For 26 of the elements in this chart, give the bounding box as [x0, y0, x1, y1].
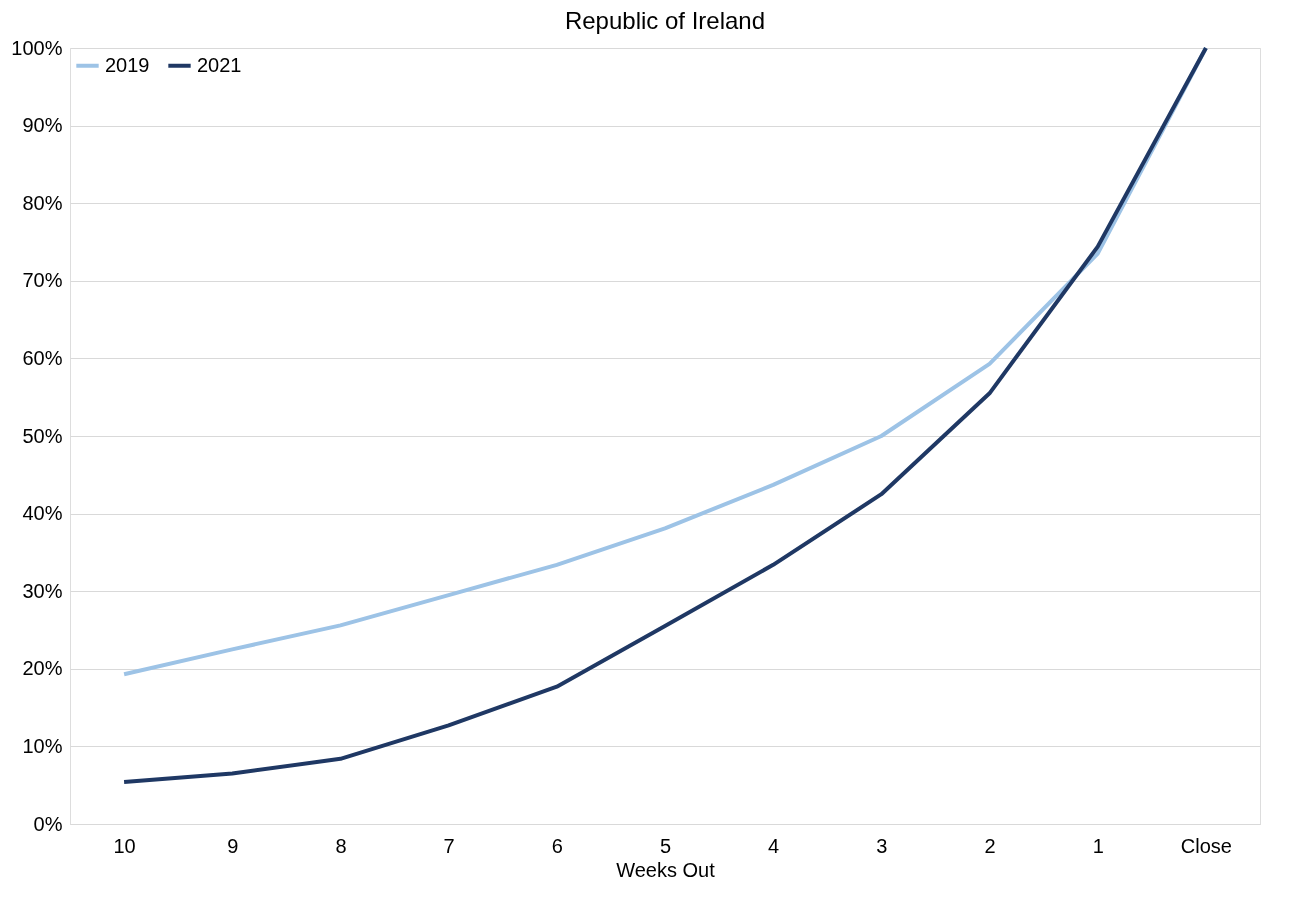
x-tick-label: 6 [551, 834, 563, 857]
x-tick-label: 1 [1092, 834, 1104, 857]
y-tick-label: 20% [22, 657, 63, 680]
y-tick-label: 60% [22, 346, 63, 369]
y-tick-label: 40% [22, 502, 63, 525]
x-tick-label: 9 [227, 834, 239, 857]
y-tick-label: 70% [22, 269, 63, 292]
x-tick-label: 5 [659, 834, 672, 857]
chart-title: Republic of Ireland [564, 7, 766, 34]
y-tick-label: 80% [22, 191, 63, 214]
x-tick-label: 2 [984, 834, 996, 857]
x-tick-label: 10 [113, 834, 136, 857]
y-tick-label: 100% [11, 36, 63, 59]
x-tick-label: 7 [443, 834, 455, 857]
legend-label: 2021 [197, 53, 242, 76]
x-tick-label: Close [1180, 834, 1232, 857]
x-tick-label: 4 [768, 834, 780, 857]
y-tick-label: 30% [22, 579, 63, 602]
x-tick-label: 3 [876, 834, 888, 857]
x-tick-label: 8 [335, 834, 347, 857]
x-axis-title: Weeks Out [616, 858, 716, 881]
y-tick-label: 10% [22, 734, 63, 757]
y-tick-label: 0% [33, 812, 63, 835]
y-tick-label: 90% [22, 114, 63, 137]
y-tick-label: 50% [22, 424, 63, 447]
legend-label: 2019 [105, 53, 150, 76]
